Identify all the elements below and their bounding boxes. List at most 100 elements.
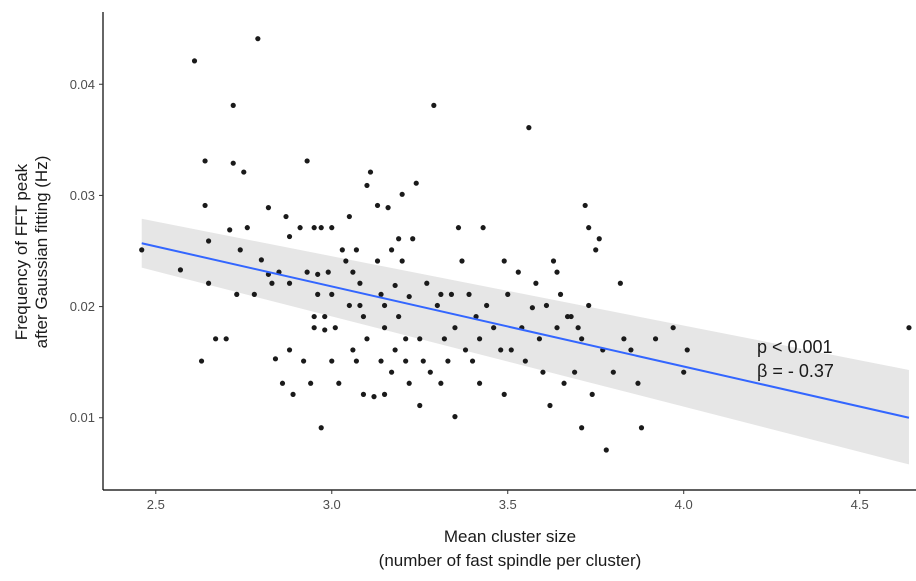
data-point xyxy=(353,247,360,253)
data-point xyxy=(417,402,423,409)
data-point xyxy=(213,336,219,342)
data-point xyxy=(353,358,360,364)
data-point xyxy=(550,258,557,264)
data-point xyxy=(388,247,395,253)
data-points xyxy=(139,36,912,453)
data-point xyxy=(198,358,205,364)
data-point xyxy=(434,302,440,309)
data-point xyxy=(621,336,627,342)
data-point xyxy=(290,391,296,397)
data-point xyxy=(237,247,243,253)
p-value-annotation: p < 0.001 xyxy=(757,337,833,357)
data-point xyxy=(536,336,543,342)
data-point xyxy=(251,291,257,297)
data-point xyxy=(329,225,335,231)
data-point xyxy=(522,358,528,364)
data-point xyxy=(575,325,581,331)
data-point xyxy=(297,225,303,231)
data-point xyxy=(540,369,546,375)
data-point xyxy=(350,347,356,353)
data-point xyxy=(508,347,514,353)
data-point xyxy=(681,369,687,375)
data-point xyxy=(501,391,507,397)
data-point xyxy=(258,257,264,263)
y-tick-label: 0.01 xyxy=(70,410,95,425)
data-point xyxy=(304,269,310,275)
data-point xyxy=(670,325,676,331)
y-axis-ticks: 0.01 0.02 0.03 0.04 xyxy=(70,77,103,425)
data-point xyxy=(399,191,405,197)
data-point xyxy=(311,313,317,320)
data-point xyxy=(367,169,374,175)
data-point xyxy=(596,236,602,242)
data-point xyxy=(427,369,433,375)
x-tick-label: 4.0 xyxy=(675,497,693,512)
data-point xyxy=(315,291,321,297)
data-point xyxy=(346,302,352,309)
regression-line xyxy=(141,242,910,419)
data-point xyxy=(501,258,507,264)
data-point xyxy=(476,336,483,342)
data-point xyxy=(593,247,599,253)
data-point xyxy=(301,358,307,364)
data-point xyxy=(374,202,381,209)
data-point xyxy=(476,380,483,386)
data-point xyxy=(462,347,469,353)
data-point xyxy=(413,180,419,186)
data-point xyxy=(452,325,458,331)
data-point xyxy=(403,336,409,342)
data-point xyxy=(448,291,455,297)
data-point xyxy=(554,325,560,331)
data-point xyxy=(378,291,384,297)
confidence-band xyxy=(141,218,909,465)
data-point xyxy=(445,358,451,364)
data-point xyxy=(410,236,416,242)
data-point xyxy=(438,291,444,297)
data-point xyxy=(684,347,690,353)
data-point xyxy=(269,280,275,286)
data-point xyxy=(202,158,208,164)
data-point xyxy=(322,327,328,333)
data-point xyxy=(505,291,511,297)
data-point xyxy=(554,269,560,275)
data-point xyxy=(586,302,592,309)
data-point xyxy=(230,160,236,166)
data-point xyxy=(392,282,398,289)
y-tick-label: 0.02 xyxy=(70,299,95,314)
data-point xyxy=(325,269,331,275)
data-point xyxy=(459,258,465,264)
data-point xyxy=(586,225,592,231)
data-point xyxy=(339,247,345,253)
x-tick-label: 3.0 xyxy=(323,497,341,512)
data-point xyxy=(360,313,367,320)
data-point xyxy=(392,347,398,353)
x-axis-title-line2: (number of fast spindle per cluster) xyxy=(379,551,642,570)
data-point xyxy=(311,225,317,231)
data-point xyxy=(357,302,363,309)
data-point xyxy=(315,271,321,277)
data-point xyxy=(343,258,349,264)
data-point xyxy=(635,380,641,386)
data-point xyxy=(628,347,634,353)
data-point xyxy=(526,125,532,131)
data-point xyxy=(241,169,247,175)
data-point xyxy=(364,336,370,342)
data-point xyxy=(371,394,377,400)
data-point xyxy=(529,305,535,311)
data-point xyxy=(223,336,229,342)
data-point xyxy=(424,280,430,286)
data-point xyxy=(579,336,585,342)
data-point xyxy=(139,247,145,253)
data-point xyxy=(227,227,233,233)
data-point xyxy=(452,414,458,420)
data-point xyxy=(388,369,395,375)
x-axis-ticks: 2.5 3.0 3.5 4.0 4.5 xyxy=(147,490,869,512)
data-point xyxy=(378,358,384,364)
data-point xyxy=(308,380,314,386)
data-point xyxy=(318,425,324,431)
data-point xyxy=(455,225,462,231)
data-point xyxy=(396,313,402,320)
data-point xyxy=(466,291,472,297)
x-axis-title-line1: Mean cluster size xyxy=(444,527,576,546)
